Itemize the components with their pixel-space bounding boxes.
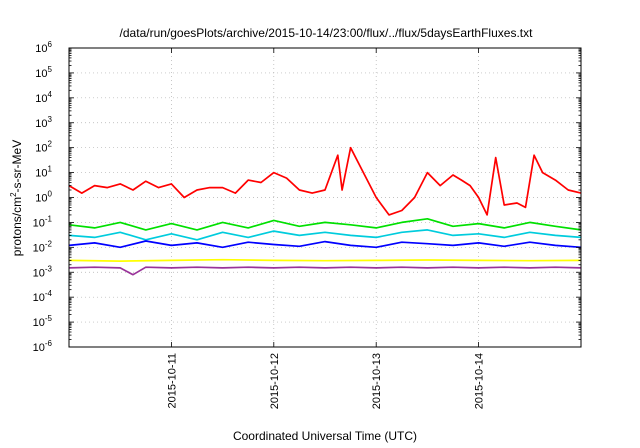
y-tick-label: 100 xyxy=(35,190,52,205)
y-tick-label: 101 xyxy=(35,165,52,180)
chart-title: /data/run/goesPlots/archive/2015-10-14/2… xyxy=(120,26,534,40)
y-axis-label-sup: 2 xyxy=(9,192,18,197)
y-tick-label: 103 xyxy=(35,115,52,130)
series-line-4 xyxy=(68,240,582,249)
y-axis-label: protons/cm2-s-sr-MeV xyxy=(9,140,24,256)
x-tick-label: 2015-10-11 xyxy=(166,353,178,408)
x-axis-label: Coordinated Universal Time (UTC) xyxy=(233,429,417,443)
y-tick-label: 10-5 xyxy=(33,314,53,329)
x-tick-label: 2015-10-13 xyxy=(371,353,383,409)
y-axis-label-rest: -s-sr-MeV xyxy=(10,140,24,193)
series-line-6 xyxy=(68,266,582,276)
series-line-2 xyxy=(68,217,582,231)
series-line-5 xyxy=(68,258,582,262)
y-tick-label: 10-6 xyxy=(33,339,53,354)
x-tick-label: 2015-10-14 xyxy=(474,353,486,409)
series-line-1 xyxy=(68,146,582,216)
y-tick-label: 10-3 xyxy=(33,264,53,279)
y-tick-label: 10-4 xyxy=(33,289,53,304)
y-axis: 10-6 10-5 10-4 10-3 10-2 10-1 100 101 102 103 104 1… xyxy=(33,40,581,354)
x-axis: 2015-10-11 2015-10-12 2015-10-13 2015-10-14 xyxy=(166,48,486,409)
grid-layer xyxy=(69,48,581,347)
y-tick-label: 104 xyxy=(35,90,52,105)
y-tick-label: 102 xyxy=(35,140,52,155)
y-tick-label: 105 xyxy=(35,65,52,80)
y-tick-label: 10-2 xyxy=(33,239,53,254)
x-tick-label: 2015-10-12 xyxy=(269,353,281,409)
series-line-3 xyxy=(68,229,582,241)
series-layer xyxy=(68,146,582,276)
y-tick-label: 106 xyxy=(35,40,52,55)
y-tick-label: 10-1 xyxy=(33,214,53,229)
y-axis-label-base: protons/cm xyxy=(10,197,24,256)
